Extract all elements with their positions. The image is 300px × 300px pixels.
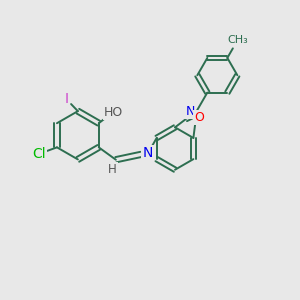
Text: CH₃: CH₃ <box>227 35 248 45</box>
Text: I: I <box>65 92 69 106</box>
Text: H: H <box>108 163 117 176</box>
Text: N: N <box>142 146 152 160</box>
Text: O: O <box>194 111 204 124</box>
Text: Cl: Cl <box>32 147 46 161</box>
Text: HO: HO <box>104 106 123 118</box>
Text: N: N <box>185 105 195 119</box>
